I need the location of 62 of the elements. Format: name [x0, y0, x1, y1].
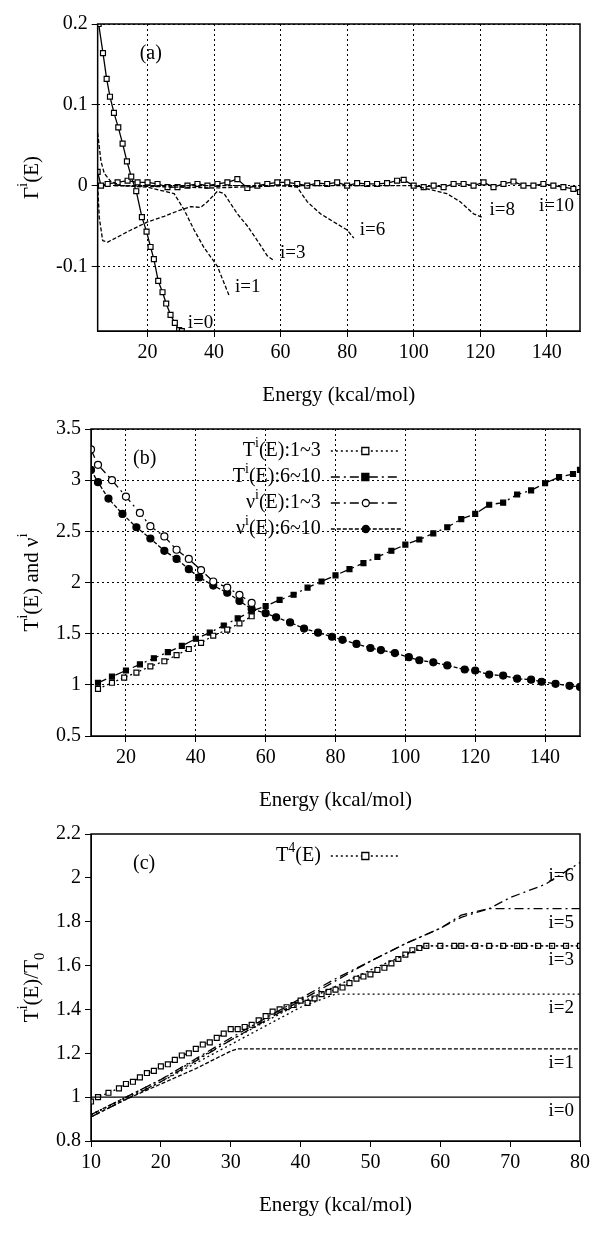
x-tick-label: 140 — [530, 745, 561, 768]
series-label: i=6 — [359, 218, 386, 240]
y-tick-label: 0.2 — [62, 11, 88, 34]
y-tick-label: 1.8 — [56, 908, 81, 931]
y-tick-label: 0.5 — [56, 723, 81, 746]
x-tick-label: 100 — [398, 340, 429, 363]
x-tick-label: 60 — [270, 340, 291, 363]
x-tick-label: 40 — [204, 340, 225, 363]
y-tick-label: 3.5 — [56, 416, 81, 439]
y-tick-label: 1 — [71, 1084, 81, 1107]
annotation: (b) — [133, 446, 157, 470]
y-tick-label: 0.1 — [62, 92, 88, 115]
series-label: i=1 — [235, 275, 261, 297]
x-tick-label: 70 — [500, 1150, 521, 1173]
y-tick-label: 2.5 — [56, 518, 81, 541]
x-tick-label: 60 — [430, 1150, 451, 1173]
y-tick-label: 0 — [77, 172, 88, 195]
series-label: i=0 — [548, 1099, 575, 1121]
y-tick-label: 3 — [71, 467, 81, 490]
annotation: (a) — [139, 41, 162, 65]
series-label: i=1 — [548, 1050, 575, 1072]
x-tick-label: 20 — [115, 745, 136, 768]
x-tick-label: 40 — [185, 745, 206, 768]
x-axis-title: Energy (kcal/mol) — [262, 381, 416, 406]
x-axis-title: Energy (kcal/mol) — [259, 786, 412, 811]
y-axis-title: Γi(E) — [14, 155, 43, 200]
x-tick-label: 20 — [137, 340, 158, 363]
series-label: i=10 — [539, 194, 575, 216]
x-tick-label: 80 — [570, 1150, 590, 1173]
x-tick-label: 120 — [465, 340, 496, 363]
x-tick-label: 30 — [220, 1150, 241, 1173]
x-tick-label: 120 — [460, 745, 491, 768]
series-label: i=3 — [279, 240, 306, 262]
y-tick-label: 2.2 — [56, 821, 81, 844]
series-label: i=2 — [548, 996, 575, 1018]
x-tick-label: 10 — [81, 1150, 101, 1173]
x-tick-label: 80 — [337, 340, 358, 363]
annotation: (c) — [133, 851, 156, 875]
x-tick-label: 60 — [255, 745, 276, 768]
series-label: i=5 — [548, 910, 575, 932]
y-tick-label: 0.8 — [56, 1128, 81, 1151]
series-label: i=3 — [548, 947, 575, 969]
y-tick-label: 2 — [71, 865, 81, 888]
x-tick-label: 100 — [390, 745, 421, 768]
y-tick-label: 1.4 — [56, 996, 81, 1019]
series-label: i=8 — [489, 197, 516, 219]
y-axis-title: Ti(E) and νi — [14, 533, 43, 632]
y-axis-title: Ti(E)/T0 — [14, 952, 48, 1023]
y-tick-label: 1.2 — [56, 1040, 81, 1063]
y-tick-label: -0.1 — [55, 253, 88, 276]
x-tick-label: 20 — [150, 1150, 171, 1173]
y-tick-label: 2 — [71, 569, 81, 592]
x-tick-label: 50 — [360, 1150, 381, 1173]
series-label: i=6 — [548, 864, 575, 886]
x-tick-label: 140 — [531, 340, 562, 363]
x-tick-label: 40 — [290, 1150, 311, 1173]
x-tick-label: 80 — [325, 745, 346, 768]
y-tick-label: 1 — [71, 672, 81, 695]
series-label: i=0 — [187, 310, 214, 332]
x-axis-title: Energy (kcal/mol) — [259, 1191, 412, 1216]
y-tick-label: 1.5 — [56, 620, 81, 643]
y-tick-label: 1.6 — [56, 952, 81, 975]
